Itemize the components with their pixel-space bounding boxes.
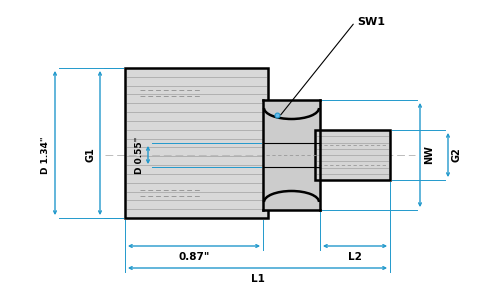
Bar [315, 130, 390, 180]
Bar [263, 100, 320, 210]
Text: NW: NW [424, 145, 434, 165]
Text: G2: G2 [452, 148, 462, 162]
Bar [125, 68, 268, 218]
Text: D 1.34": D 1.34" [41, 136, 50, 174]
Text: L1: L1 [251, 274, 264, 284]
Text: L2: L2 [348, 252, 362, 262]
Text: 0.87": 0.87" [178, 252, 210, 262]
Text: D 0.55": D 0.55" [134, 136, 144, 174]
Text: G1: G1 [86, 148, 96, 162]
Bar [125, 68, 268, 218]
Text: SW1: SW1 [357, 17, 385, 27]
